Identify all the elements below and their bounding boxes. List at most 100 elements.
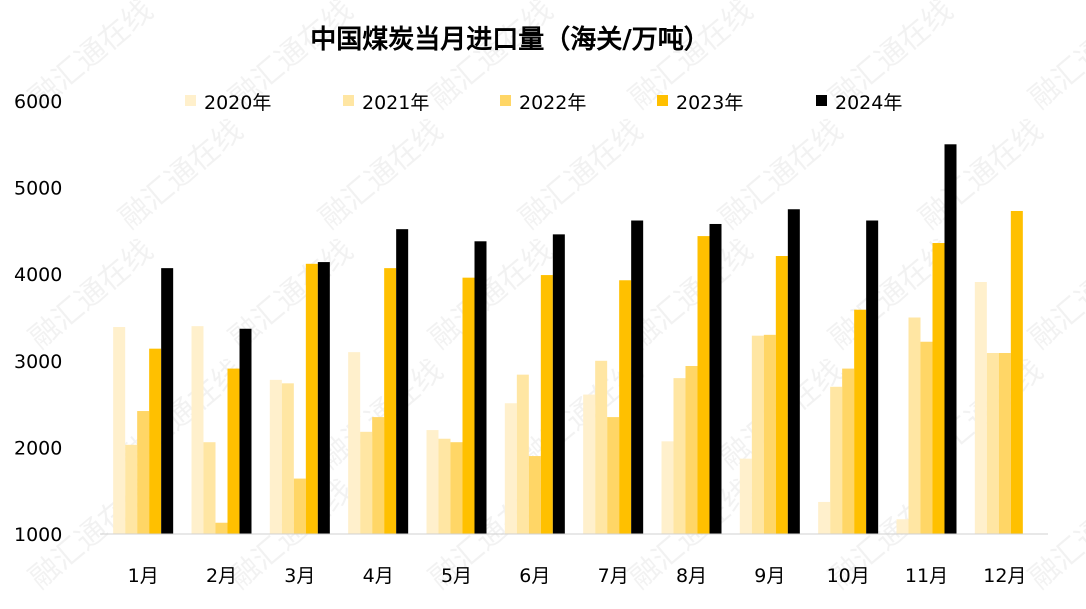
x-tick-label: 7月 (598, 565, 629, 587)
bar (203, 442, 216, 534)
legend-label: 2021年 (362, 92, 429, 114)
bar (149, 348, 162, 534)
bar (751, 335, 764, 534)
bar (317, 262, 330, 534)
legend-swatch (343, 95, 354, 106)
watermark-text: 融汇通在线 (623, 233, 760, 356)
legend-label: 2022年 (519, 92, 586, 114)
bar (396, 229, 409, 534)
bar (818, 501, 831, 534)
bar (281, 383, 294, 534)
bar (854, 309, 867, 534)
bar (830, 386, 843, 534)
watermark-text: 融汇通在线 (1023, 473, 1086, 596)
y-tick-label: 6000 (14, 91, 62, 113)
bar (866, 220, 879, 534)
bar (685, 365, 698, 534)
bar (113, 327, 126, 534)
bar (619, 280, 632, 534)
bar (504, 403, 517, 534)
watermark-text: 融汇通在线 (913, 113, 1050, 236)
bar (360, 431, 373, 534)
bar (348, 352, 361, 534)
y-tick-label: 5000 (14, 178, 62, 200)
watermark-text: 融汇通在线 (513, 113, 650, 236)
x-tick-label: 10月 (827, 565, 870, 587)
plot-area (113, 144, 1023, 535)
watermark-text: 融汇通在线 (23, 233, 160, 356)
legend-swatch (816, 95, 827, 106)
bar (215, 522, 228, 534)
y-axis: 6000 5000 4000 3000 2000 1000 (14, 91, 62, 546)
bar (137, 411, 150, 534)
watermark-text: 融汇通在线 (423, 233, 560, 356)
x-tick-label: 1月 (128, 565, 159, 587)
x-tick-label: 2月 (206, 565, 237, 587)
watermark-text: 融汇通在线 (1023, 233, 1086, 356)
bar (595, 360, 608, 534)
bar (450, 442, 463, 534)
x-tick-label: 3月 (284, 565, 315, 587)
bar (932, 243, 945, 535)
bar (697, 236, 710, 534)
bar (161, 268, 174, 534)
bar (944, 144, 957, 535)
bar (372, 417, 385, 534)
legend-label: 2020年 (204, 92, 271, 114)
bar (661, 441, 674, 534)
chart-title: 中国煤炭当月进口量（海关/万吨） (310, 25, 710, 55)
bar (787, 209, 800, 534)
bar (709, 223, 722, 535)
legend-label: 2023年 (676, 92, 743, 114)
watermark-text: 融汇通在线 (713, 113, 850, 236)
x-tick-label: 5月 (441, 565, 472, 587)
bar (125, 444, 138, 534)
legend-label: 2024年 (835, 92, 902, 114)
watermark-text: 融汇通在线 (313, 113, 450, 236)
bar (191, 326, 204, 534)
legend: 2020年 2021年 2022年 2023年 2024年 (185, 92, 902, 114)
bar (739, 458, 752, 534)
bar (775, 256, 788, 534)
bar (896, 519, 909, 534)
x-tick-label: 9月 (754, 565, 785, 587)
legend-swatch (185, 95, 196, 106)
x-tick-label: 12月 (983, 565, 1026, 587)
y-tick-label: 1000 (14, 524, 62, 546)
bar (920, 341, 933, 534)
bar (305, 263, 318, 534)
legend-swatch (657, 95, 668, 106)
bar (998, 353, 1011, 534)
x-tick-label: 4月 (363, 565, 394, 587)
bar (673, 378, 686, 534)
x-axis: 1月 2月 3月 4月 5月 6月 7月 8月 9月 10月 11月 12月 (128, 565, 1027, 587)
bar (974, 281, 987, 534)
bar (462, 277, 475, 534)
bar (293, 478, 306, 534)
bar (607, 417, 620, 534)
y-tick-label: 3000 (14, 351, 62, 373)
bar (552, 234, 565, 534)
legend-swatch (500, 95, 511, 106)
x-tick-label: 11月 (905, 565, 948, 587)
watermark-text: 融汇通在线 (113, 113, 250, 236)
x-tick-label: 6月 (519, 565, 550, 587)
bar (842, 368, 855, 534)
bar (516, 374, 529, 534)
bar (269, 379, 282, 534)
bar (540, 275, 553, 534)
bar (986, 353, 999, 534)
watermark-text: 融汇通在线 (1023, 0, 1086, 116)
bar (384, 268, 397, 534)
bar (474, 241, 487, 535)
bar (631, 220, 644, 534)
y-tick-label: 2000 (14, 437, 62, 459)
y-tick-label: 4000 (14, 264, 62, 286)
bar (583, 394, 596, 534)
bar (438, 438, 451, 534)
bar (908, 317, 921, 534)
bar (1010, 210, 1023, 534)
bar (227, 368, 240, 534)
bar (239, 328, 252, 534)
